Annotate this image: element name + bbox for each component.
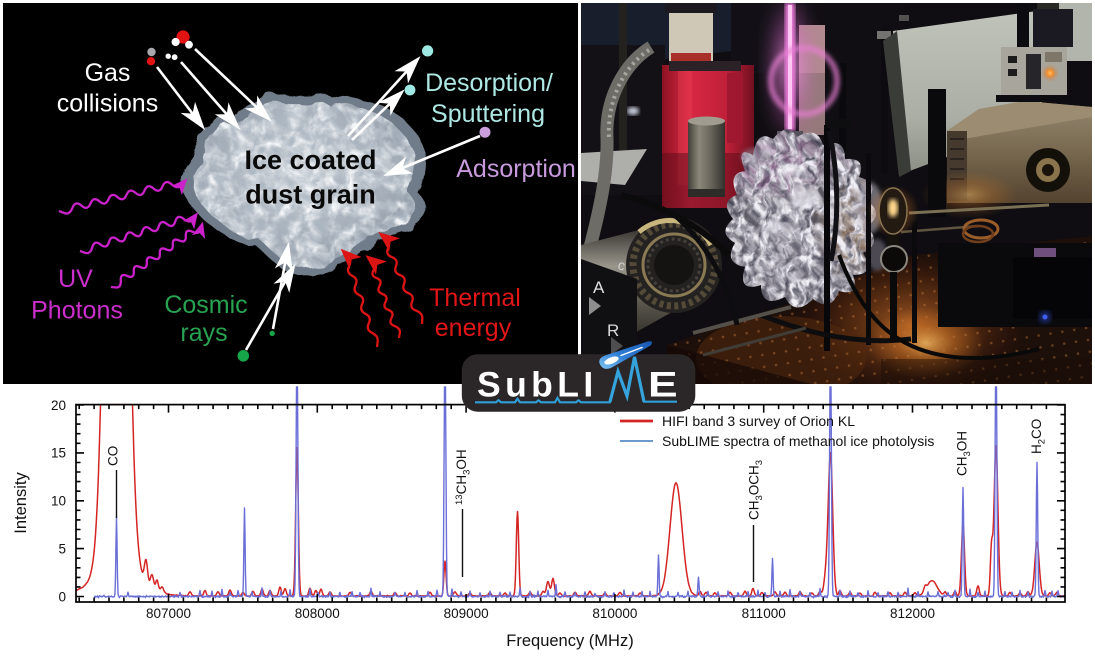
svg-text:Cosmic: Cosmic	[164, 291, 247, 319]
svg-text:Gas: Gas	[85, 59, 131, 87]
svg-text:812000: 812000	[890, 606, 935, 621]
svg-text:A: A	[593, 278, 605, 297]
svg-text:10: 10	[51, 494, 66, 509]
svg-text:R: R	[607, 321, 619, 340]
svg-text:energy: energy	[435, 314, 512, 342]
svg-text:CH3OH: CH3OH	[955, 431, 974, 476]
svg-text:Photons: Photons	[31, 297, 123, 325]
svg-text:Adsorption: Adsorption	[456, 155, 576, 183]
svg-text:809000: 809000	[444, 606, 489, 621]
svg-text:13CH3OH: 13CH3OH	[454, 449, 473, 505]
svg-text:Thermal: Thermal	[429, 284, 521, 312]
svg-text:20: 20	[51, 398, 66, 413]
svg-text:CO: CO	[106, 446, 121, 466]
svg-text:5: 5	[58, 541, 66, 556]
svg-text:c: c	[616, 256, 627, 273]
svg-text:Desorption/: Desorption/	[425, 69, 553, 97]
svg-text:CH3OCH3: CH3OCH3	[747, 460, 766, 520]
svg-text:rays: rays	[180, 319, 227, 347]
svg-text:0: 0	[58, 589, 66, 604]
svg-text:811000: 811000	[742, 606, 786, 621]
svg-text:E: E	[648, 365, 678, 405]
svg-text:SubLIME spectra of methanol ic: SubLIME spectra of methanol ice photolys…	[662, 433, 934, 449]
svg-text:SubLI: SubLI	[477, 365, 598, 405]
svg-text:collisions: collisions	[57, 90, 158, 118]
svg-text:Sputtering: Sputtering	[431, 100, 545, 128]
svg-text:Intensity: Intensity	[12, 472, 30, 534]
svg-text:HIFI band 3 survey of Orion KL: HIFI band 3 survey of Orion KL	[662, 413, 855, 429]
svg-text:15: 15	[51, 446, 66, 461]
svg-text:H2CO: H2CO	[1029, 419, 1048, 454]
svg-text:Ice coated: Ice coated	[244, 145, 376, 175]
svg-text:808000: 808000	[295, 606, 340, 621]
svg-text:dust grain: dust grain	[245, 180, 376, 210]
svg-text:810000: 810000	[592, 606, 637, 621]
svg-text:UV: UV	[58, 265, 93, 293]
svg-text:Frequency (MHz): Frequency (MHz)	[506, 632, 633, 650]
svg-text:807000: 807000	[146, 606, 191, 621]
